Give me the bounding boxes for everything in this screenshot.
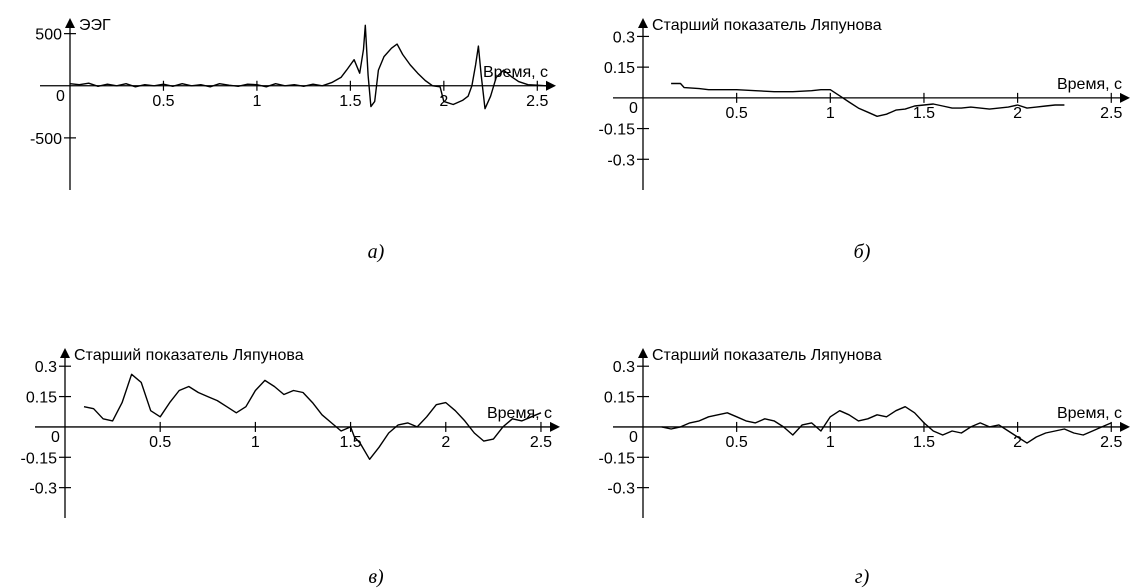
x-axis-label: Время, с	[483, 64, 548, 81]
origin-label: 0	[629, 100, 638, 117]
y-tick-label: -0.15	[599, 122, 636, 139]
origin-label: 0	[56, 88, 65, 105]
x-tick-label: 0.5	[152, 93, 174, 110]
x-tick-label: 2.5	[1100, 105, 1122, 122]
x-tick-label: 1.5	[913, 105, 935, 122]
panel-caption: в)	[368, 566, 384, 588]
x-tick-label: 1.5	[913, 434, 935, 451]
series-line	[671, 82, 1065, 117]
y-tick-label: 0.15	[604, 390, 635, 407]
x-tick-label: 1.5	[339, 434, 361, 451]
x-tick-label: 2.5	[530, 434, 552, 451]
y-tick-label: -0.15	[21, 450, 58, 467]
panel-b: 0.5 1 1.5 2 2.5 0.3 0.15 -0.15 -0.3 0 Старший пока…	[599, 17, 1130, 263]
panel-d: 0.5 1 1.5 2 2.5 0.3 0.15 -0.15 -0.3 0 Старший пока…	[599, 347, 1130, 588]
y-tick-label: 0.3	[35, 359, 57, 376]
panel-caption: б)	[854, 241, 871, 263]
x-tick-label: 2.5	[526, 93, 548, 110]
y-tick-label: -500	[30, 131, 62, 148]
x-tick-label: 0.5	[726, 105, 748, 122]
x-tick-label: 1.5	[339, 93, 361, 110]
series-line	[69, 24, 547, 110]
y-tick-label: -0.15	[599, 450, 636, 467]
y-tick-label: 0.15	[26, 390, 57, 407]
y-axis-arrow	[638, 348, 648, 358]
x-tick-label: 1	[251, 434, 260, 451]
y-axis-arrow	[638, 18, 648, 28]
x-axis-label: Время, с	[1057, 76, 1122, 93]
origin-label: 0	[629, 429, 638, 446]
y-axis-arrow	[65, 18, 75, 28]
y-axis-label: Старший показатель Ляпунова	[74, 347, 304, 364]
series-line	[83, 373, 542, 460]
y-tick-label: 0.15	[604, 60, 635, 77]
y-tick-label: -0.3	[607, 481, 635, 498]
panel-caption: а)	[368, 241, 385, 263]
x-axis-arrow	[546, 80, 556, 91]
x-tick-label: 0.5	[149, 434, 171, 451]
panel-c: 0.5 1 1.5 2 2.5 0.3 0.15 -0.15 -0.3 0 Старший пока…	[21, 347, 560, 588]
x-axis-arrow	[1120, 92, 1130, 103]
x-tick-label: 0.5	[726, 434, 748, 451]
panel-caption: г)	[855, 566, 870, 588]
x-tick-label: 1	[826, 434, 835, 451]
y-axis-label: ЭЭГ	[79, 17, 111, 34]
y-tick-label: -0.3	[29, 481, 57, 498]
y-axis-label: Старший показатель Ляпунова	[652, 17, 882, 34]
x-tick-label: 2.5	[1100, 434, 1122, 451]
x-tick-label: 1	[252, 93, 261, 110]
y-tick-label: 0.3	[613, 359, 635, 376]
y-tick-label: 500	[35, 27, 62, 44]
y-axis-arrow	[60, 348, 70, 358]
x-axis-arrow	[1120, 421, 1130, 432]
x-axis-label: Время, с	[487, 405, 552, 422]
origin-label: 0	[51, 429, 60, 446]
x-tick-label: 2	[1013, 434, 1022, 451]
x-tick-label: 2	[1013, 105, 1022, 122]
x-axis-label: Время, с	[1057, 405, 1122, 422]
y-tick-label: 0.3	[613, 29, 635, 46]
x-axis-arrow	[550, 421, 560, 432]
x-tick-label: 1	[826, 105, 835, 122]
series-line	[661, 406, 1112, 444]
x-tick-label: 2	[441, 434, 450, 451]
y-tick-label: -0.3	[607, 152, 635, 169]
y-axis-label: Старший показатель Ляпунова	[652, 347, 882, 364]
